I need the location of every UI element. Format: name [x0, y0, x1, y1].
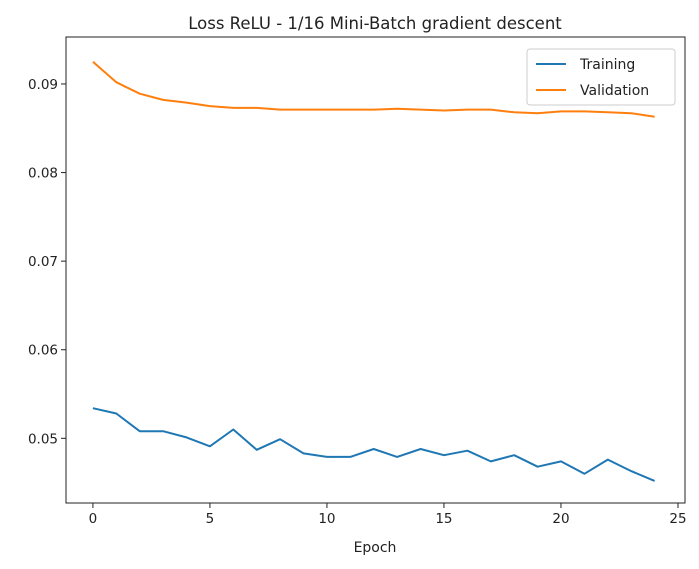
legend-label-validation: Validation — [580, 83, 649, 99]
x-tick-label: 5 — [206, 511, 215, 527]
x-axis-label: Epoch — [354, 540, 397, 556]
x-tick-label: 10 — [318, 511, 335, 527]
chart-title: Loss ReLU - 1/16 Mini-Batch gradient des… — [188, 14, 562, 33]
series-line-training — [93, 408, 655, 481]
x-tick-label: 0 — [89, 511, 98, 527]
legend-label-training: Training — [579, 57, 635, 73]
y-tick-label: 0.08 — [28, 166, 58, 182]
x-tick-label: 25 — [669, 511, 686, 527]
x-tick-label: 15 — [435, 511, 452, 527]
plot-frame — [66, 37, 685, 503]
y-tick-label: 0.05 — [28, 431, 58, 447]
y-tick-label: 0.07 — [28, 254, 58, 270]
legend: Training Validation — [527, 49, 675, 105]
x-tick-label: 20 — [552, 511, 569, 527]
y-tick-label: 0.06 — [28, 343, 58, 359]
y-tick-label: 0.09 — [28, 77, 58, 93]
